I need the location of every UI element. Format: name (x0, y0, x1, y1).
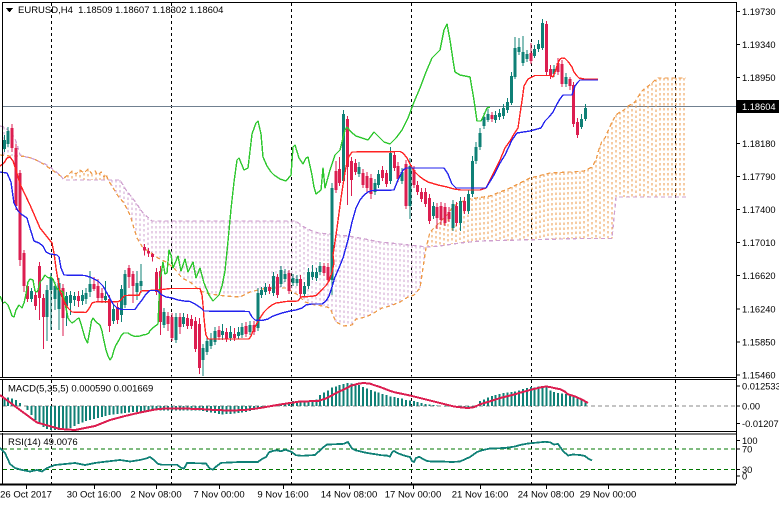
svg-text:1.18604: 1.18604 (742, 102, 776, 112)
svg-text:1.16240: 1.16240 (742, 304, 776, 314)
svg-text:24 Nov 08:00: 24 Nov 08:00 (518, 490, 575, 501)
svg-text:1.17790: 1.17790 (742, 172, 776, 182)
svg-text:26 Oct 2017: 26 Oct 2017 (0, 490, 52, 501)
svg-text:17 Nov 00:00: 17 Nov 00:00 (385, 490, 442, 501)
svg-text:30: 30 (742, 465, 752, 475)
svg-text:-0.012072: -0.012072 (742, 419, 779, 429)
svg-text:29 Nov 00:00: 29 Nov 00:00 (580, 490, 637, 501)
svg-text:30 Oct 16:00: 30 Oct 16:00 (67, 490, 121, 501)
svg-text:70: 70 (742, 445, 752, 455)
svg-text:1.18180: 1.18180 (742, 139, 776, 149)
svg-text:1.16620: 1.16620 (742, 271, 776, 281)
svg-text:1.15460: 1.15460 (742, 371, 776, 381)
svg-text:1.19340: 1.19340 (742, 40, 776, 50)
svg-text:1.17010: 1.17010 (742, 238, 776, 248)
svg-text:9 Nov 16:00: 9 Nov 16:00 (257, 490, 308, 501)
svg-text:MACD(5,35,5) 0.000590 0.001669: MACD(5,35,5) 0.000590 0.001669 (8, 384, 153, 395)
svg-text:0.012533: 0.012533 (742, 382, 779, 392)
svg-text:7 Nov 00:00: 7 Nov 00:00 (193, 490, 244, 501)
svg-text:1.17400: 1.17400 (742, 205, 776, 215)
svg-text:2 Nov 08:00: 2 Nov 08:00 (130, 490, 181, 501)
svg-text:14 Nov 08:00: 14 Nov 08:00 (321, 490, 378, 501)
svg-text:0.00: 0.00 (742, 402, 760, 412)
svg-text:1.19730: 1.19730 (742, 7, 776, 17)
svg-text:1.15850: 1.15850 (742, 337, 776, 347)
svg-text:21 Nov 16:00: 21 Nov 16:00 (452, 490, 509, 501)
svg-text:RSI(14) 49.0076: RSI(14) 49.0076 (8, 437, 78, 448)
svg-text:EURUSD,H4 1.18509 1.18607 1.1: EURUSD,H4 1.18509 1.18607 1.18302 1.1860… (18, 5, 223, 16)
svg-text:100: 100 (742, 436, 758, 446)
svg-text:0: 0 (742, 471, 747, 481)
svg-text:1.18950: 1.18950 (742, 73, 776, 83)
